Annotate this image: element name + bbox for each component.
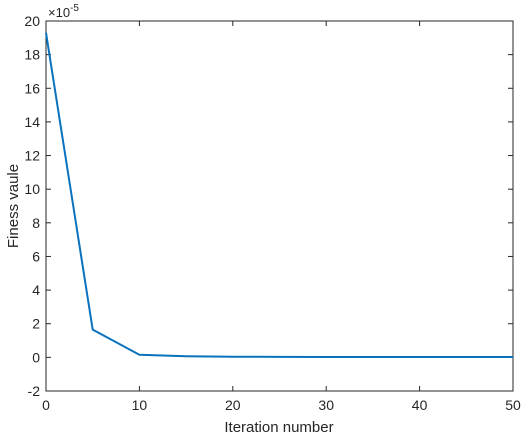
y-tick-label: 0 — [32, 349, 40, 365]
x-tick-label: 40 — [412, 397, 428, 413]
x-tick-label: 30 — [318, 397, 334, 413]
y-tick-label: 4 — [32, 282, 40, 298]
x-tick-label: 20 — [225, 397, 241, 413]
y-tick-label: -2 — [28, 383, 41, 399]
series-group — [45, 32, 513, 358]
y-tick-label: 16 — [24, 80, 40, 96]
y-tick-label: 6 — [32, 248, 40, 264]
x-axis-title: Iteration number — [224, 419, 333, 436]
y-tick-label: 14 — [24, 114, 40, 130]
y-axis-ticks: -2 0 2 4 6 8 10 12 14 16 18 20 — [24, 13, 513, 399]
y-tick-label: 8 — [32, 215, 40, 231]
series-line-0 — [45, 32, 513, 358]
x-axis-ticks: 0 10 20 30 40 50 — [42, 21, 521, 413]
x-tick-label: 10 — [132, 397, 148, 413]
x-tick-label: 0 — [42, 397, 50, 413]
y-tick-label: 2 — [32, 316, 40, 332]
axes-frame — [45, 20, 514, 392]
y-axis-title: Finess vaule — [5, 164, 22, 248]
y-tick-label: 12 — [24, 148, 40, 164]
y-tick-label: 20 — [24, 13, 40, 29]
y-axis-exponent: ×10-5 — [48, 3, 79, 20]
y-tick-label: 10 — [24, 181, 40, 197]
x-tick-label: 50 — [505, 397, 521, 413]
y-tick-label: 18 — [24, 47, 40, 63]
